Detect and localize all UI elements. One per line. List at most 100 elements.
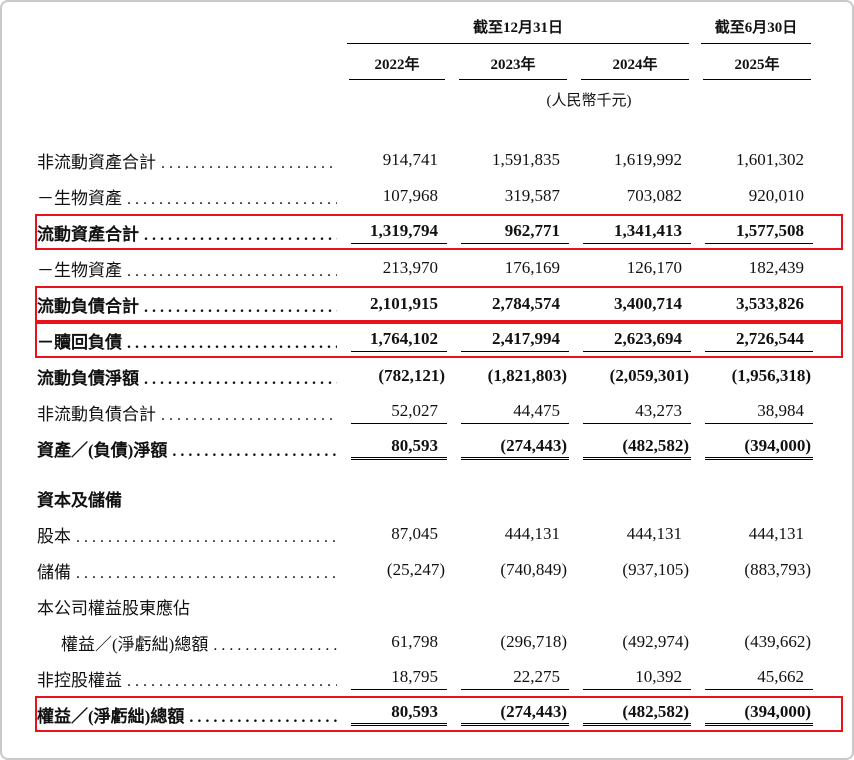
- value-2023: 319,587: [504, 186, 560, 205]
- dot-leader: . . . . . . . . . . . . . . . . . . . . …: [172, 442, 337, 460]
- dot-leader: . . . . . . . . . . . . . . . . . . . . …: [144, 298, 337, 316]
- dot-leader: . . . . . . . . . . . . . . . . . . . . …: [127, 190, 337, 208]
- value-2022: 914,741: [382, 150, 438, 169]
- value-2023: 44,475: [461, 401, 569, 424]
- value-2024: 703,082: [626, 186, 682, 205]
- row-label: 非流動負債合計 . . . . . . . . . . . . . . . . .…: [37, 400, 337, 425]
- value-2025: (883,793): [744, 560, 811, 579]
- value-2025: 2,726,544: [705, 329, 813, 352]
- dot-leader: . . . . . . . . . . . . . . . . . . . . …: [76, 528, 337, 546]
- value-2025: (394,000): [705, 702, 813, 726]
- value-2023: (274,443): [461, 436, 569, 460]
- value-2023: 2,784,574: [492, 294, 560, 313]
- value-2024: (937,105): [622, 560, 689, 579]
- table-row-attributable-to-shareholders: 本公司權益股東應佔: [35, 588, 843, 624]
- row-label-text: 儲備: [37, 562, 71, 582]
- value-2023: 22,275: [461, 667, 569, 690]
- table-row-equity-net-deficit-attributable: 權益／(淨虧絀)總額. . . . . . . . . . . . . . . …: [35, 624, 843, 660]
- row-label: －贖回負債 . . . . . . . . . . . . . . . . . .…: [37, 328, 337, 353]
- row-label-text: －生物資產: [37, 188, 122, 208]
- value-2024: 2,623,694: [583, 329, 691, 352]
- value-2024: 444,131: [626, 524, 682, 543]
- header-spacer: [35, 80, 335, 110]
- row-label-text: －生物資產: [37, 260, 122, 280]
- table-row-noncontrolling-interests: 非控股權益 . . . . . . . . . . . . . . . . . .…: [35, 660, 843, 696]
- value-2023: 444,131: [504, 524, 560, 543]
- row-label-text: 權益／(淨虧絀)總額: [61, 634, 209, 654]
- value-2022: 2,101,915: [370, 294, 438, 313]
- row-label-text: 非流動資產合計: [37, 152, 156, 172]
- value-2025: 920,010: [748, 186, 804, 205]
- dot-leader: . . . . . . . . . . . . . . . . . . . . …: [144, 226, 337, 244]
- value-2023: 962,771: [461, 221, 569, 244]
- year-2025-header: 2025年: [703, 53, 811, 80]
- value-2025: 1,601,302: [736, 150, 804, 169]
- value-2022: (782,121): [378, 366, 445, 385]
- value-2023: (274,443): [461, 702, 569, 726]
- table-row-total-current-liabilities: 流動負債合計 . . . . . . . . . . . . . . . . . …: [35, 286, 843, 322]
- table-row-reserves: 儲備 . . . . . . . . . . . . . . . . . . . …: [35, 552, 843, 588]
- row-label: 權益／(淨虧絀)總額. . . . . . . . . . . . . . . …: [37, 702, 337, 727]
- dot-leader: . . . . . . . . . . . . . . . . . . . . …: [127, 334, 337, 352]
- value-2023: (1,821,803): [487, 366, 567, 385]
- value-2024: 1,341,413: [583, 221, 691, 244]
- value-2024: 10,392: [583, 667, 691, 690]
- period-header-row: 截至12月31日 截至6月30日: [35, 16, 843, 44]
- period-header-jun30: 截至6月30日: [701, 16, 811, 44]
- value-2022: 80,593: [351, 436, 447, 460]
- row-label-text: －贖回負債: [37, 332, 122, 352]
- value-2025: 444,131: [748, 524, 804, 543]
- table-row-net-assets-liabilities: 資產／(負債)淨額. . . . . . . . . . . . . . . .…: [35, 430, 843, 466]
- value-2025: 182,439: [748, 258, 804, 277]
- row-label-text: 權益／(淨虧絀)總額: [37, 706, 185, 726]
- dot-leader: . . . . . . . . . . . . . . . . . . . . …: [161, 406, 337, 424]
- value-2023: (740,849): [500, 560, 567, 579]
- table-row-net-current-liabilities: 流動負債淨額 . . . . . . . . . . . . . . . . . …: [35, 358, 843, 394]
- value-2025: (394,000): [705, 436, 813, 460]
- row-label: 流動負債淨額 . . . . . . . . . . . . . . . . . …: [37, 364, 337, 389]
- value-2025: 3,533,826: [736, 294, 804, 313]
- value-2025: (439,662): [744, 632, 811, 651]
- header-spacer: [35, 53, 335, 80]
- value-2023: 1,591,835: [492, 150, 560, 169]
- dot-leader: . . . . . . . . . . . . . . . . . . . . …: [127, 262, 337, 280]
- dot-leader: . . . . . . . . . . . . . . . . . . . . …: [76, 564, 337, 582]
- dot-leader: . . . . . . . . . . . . . . . . . . . . …: [189, 708, 337, 726]
- dot-leader: . . . . . . . . . . . . . . . . . . . . …: [144, 370, 337, 388]
- year-2022-header: 2022年: [349, 53, 445, 80]
- value-2022: 18,795: [351, 667, 447, 690]
- value-2022: 87,045: [391, 524, 438, 543]
- table-section-capital-and-reserves: 資本及儲備: [35, 480, 843, 516]
- value-2023: 176,169: [504, 258, 560, 277]
- value-2024: 1,619,992: [614, 150, 682, 169]
- year-header-row: 2022年 2023年 2024年 2025年: [35, 53, 843, 80]
- dot-leader: . . . . . . . . . . . . . . . . . . . . …: [161, 154, 337, 172]
- dot-leader: . . . . . . . . . . . . . . . . . . . . …: [127, 672, 337, 690]
- value-2024: 3,400,714: [614, 294, 682, 313]
- row-label: 流動負債合計 . . . . . . . . . . . . . . . . . …: [37, 292, 337, 317]
- financial-table: 非流動資產合計 . . . . . . . . . . . . . . . . .…: [35, 142, 843, 732]
- value-2022: 107,968: [382, 186, 438, 205]
- table-row-noncurrent-assets: 非流動資產合計 . . . . . . . . . . . . . . . . .…: [35, 142, 843, 178]
- row-label-text: 流動負債淨額: [37, 368, 139, 388]
- table-row-total-current-assets: 流動資產合計 . . . . . . . . . . . . . . . . . …: [35, 214, 843, 250]
- value-2025: (1,956,318): [731, 366, 811, 385]
- value-2024: (482,582): [583, 702, 691, 726]
- row-label: 儲備 . . . . . . . . . . . . . . . . . . . …: [37, 558, 337, 583]
- row-label-text: 資產／(負債)淨額: [37, 440, 168, 460]
- value-2025: 38,984: [705, 401, 813, 424]
- value-2022: 80,593: [351, 702, 447, 726]
- table-row-biological-assets-nc: －生物資產 . . . . . . . . . . . . . . . . . .…: [35, 178, 843, 214]
- year-2024-header: 2024年: [581, 53, 689, 80]
- value-2023: (296,718): [500, 632, 567, 651]
- row-label: 資產／(負債)淨額. . . . . . . . . . . . . . . .…: [37, 436, 337, 461]
- row-label-text: 資本及儲備: [37, 490, 122, 510]
- table-row-redemption-liabilities: －贖回負債 . . . . . . . . . . . . . . . . . .…: [35, 322, 843, 358]
- value-2025: 1,577,508: [705, 221, 813, 244]
- currency-note: (人民幣千元): [546, 93, 632, 109]
- row-label-text: 本公司權益股東應佔: [37, 598, 190, 618]
- value-2022: 61,798: [391, 632, 438, 651]
- row-label-text: 股本: [37, 526, 71, 546]
- section-label: 資本及儲備: [37, 486, 337, 511]
